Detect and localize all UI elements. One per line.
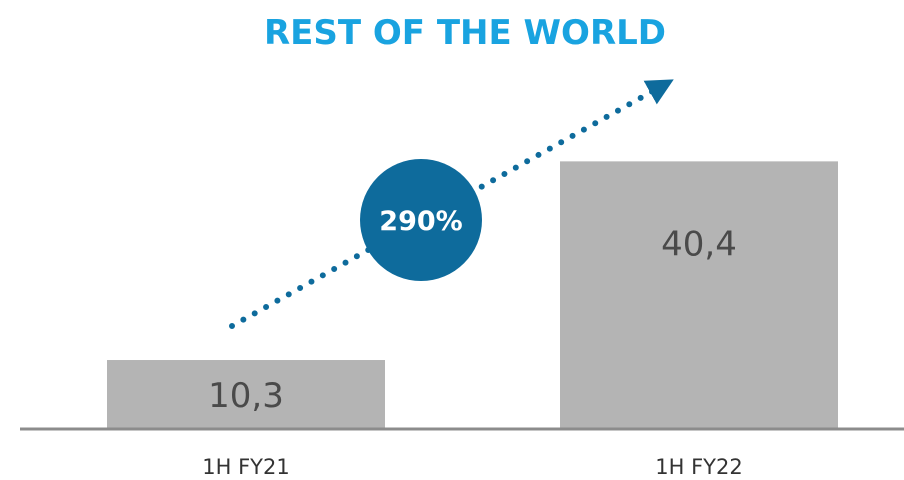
growth-badge: 290% — [360, 159, 482, 281]
bar-1 — [560, 161, 838, 429]
bar-value-label-1: 40,4 — [661, 224, 737, 264]
growth-badge-circle — [360, 159, 482, 281]
chart-title: REST OF THE WORLD — [264, 13, 666, 53]
category-label-0: 1H FY21 — [202, 455, 289, 479]
growth-percentage-label: 290% — [379, 206, 462, 237]
category-label-1: 1H FY22 — [655, 455, 742, 479]
bar-value-label-0: 10,3 — [208, 376, 284, 416]
bar-0 — [107, 360, 385, 428]
